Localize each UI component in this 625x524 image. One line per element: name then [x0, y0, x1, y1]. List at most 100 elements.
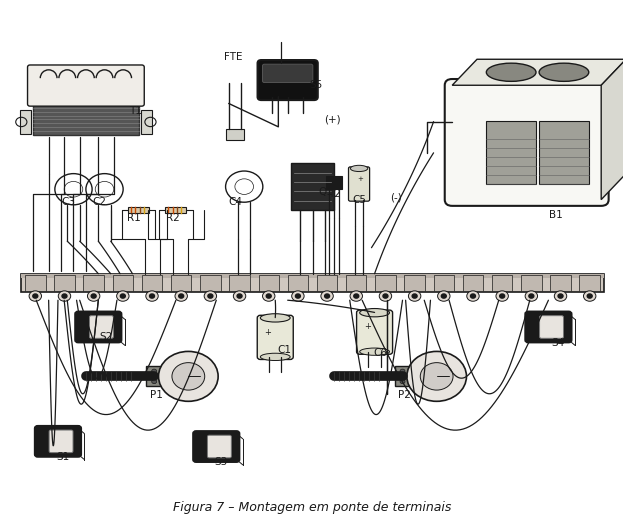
Bar — [229, 275, 250, 291]
Bar — [550, 275, 571, 291]
Bar — [142, 275, 162, 291]
Text: Q1: Q1 — [319, 187, 334, 197]
Circle shape — [588, 294, 592, 298]
Circle shape — [121, 294, 126, 298]
Text: C3: C3 — [61, 197, 76, 207]
FancyBboxPatch shape — [89, 315, 113, 339]
Circle shape — [233, 291, 246, 301]
Circle shape — [237, 294, 242, 298]
Text: (+): (+) — [324, 114, 341, 124]
Text: +: + — [357, 176, 363, 182]
Circle shape — [558, 294, 563, 298]
Bar — [166, 206, 186, 213]
Bar — [146, 366, 162, 386]
Circle shape — [383, 294, 388, 298]
Bar — [326, 176, 342, 189]
Circle shape — [324, 294, 329, 298]
Text: R2: R2 — [166, 213, 180, 223]
Ellipse shape — [351, 165, 368, 171]
Circle shape — [62, 294, 67, 298]
Circle shape — [408, 291, 421, 301]
Polygon shape — [601, 59, 625, 200]
Bar — [128, 206, 149, 213]
Bar — [112, 275, 133, 291]
FancyBboxPatch shape — [539, 315, 564, 339]
Text: +: + — [264, 328, 271, 337]
Circle shape — [117, 291, 129, 301]
FancyBboxPatch shape — [357, 310, 392, 354]
Ellipse shape — [539, 63, 589, 81]
Circle shape — [29, 291, 41, 301]
Circle shape — [412, 294, 417, 298]
FancyBboxPatch shape — [49, 430, 73, 453]
Text: T1: T1 — [129, 106, 142, 116]
Circle shape — [58, 291, 71, 301]
Bar — [54, 275, 75, 291]
Circle shape — [262, 291, 275, 301]
Text: P1: P1 — [149, 389, 162, 400]
Circle shape — [525, 291, 538, 301]
Bar — [33, 104, 139, 135]
Circle shape — [296, 294, 301, 298]
Circle shape — [441, 294, 446, 298]
FancyBboxPatch shape — [445, 79, 609, 206]
Text: +: + — [364, 322, 371, 332]
Circle shape — [152, 369, 157, 373]
Text: S2: S2 — [100, 332, 113, 342]
Bar — [288, 275, 308, 291]
Bar — [434, 275, 454, 291]
Bar — [539, 121, 589, 184]
Circle shape — [350, 291, 362, 301]
Ellipse shape — [261, 353, 290, 361]
Circle shape — [204, 291, 217, 301]
Circle shape — [471, 294, 476, 298]
Bar — [346, 275, 366, 291]
FancyBboxPatch shape — [28, 65, 144, 106]
Circle shape — [146, 291, 158, 301]
Circle shape — [321, 291, 333, 301]
FancyBboxPatch shape — [349, 167, 369, 201]
Circle shape — [400, 379, 405, 384]
Circle shape — [400, 369, 405, 373]
FancyBboxPatch shape — [208, 435, 231, 458]
Circle shape — [172, 363, 205, 390]
Circle shape — [354, 294, 359, 298]
Bar — [579, 275, 600, 291]
Circle shape — [266, 294, 271, 298]
Bar — [21, 274, 604, 278]
Bar — [25, 275, 46, 291]
Bar — [317, 275, 338, 291]
Bar — [492, 275, 512, 291]
FancyBboxPatch shape — [525, 311, 572, 343]
Ellipse shape — [359, 309, 389, 317]
Circle shape — [33, 294, 38, 298]
Circle shape — [159, 352, 218, 401]
Text: S3: S3 — [214, 457, 228, 467]
Bar — [171, 275, 191, 291]
Circle shape — [438, 291, 450, 301]
Bar — [291, 163, 334, 210]
Circle shape — [420, 363, 453, 390]
Text: S1: S1 — [56, 452, 69, 462]
Text: Figura 7 – Montagem em ponte de terminais: Figura 7 – Montagem em ponte de terminai… — [173, 501, 452, 514]
Text: C5: C5 — [352, 194, 366, 204]
Bar — [259, 275, 279, 291]
Text: S4: S4 — [551, 337, 564, 347]
Circle shape — [496, 291, 508, 301]
Bar — [404, 275, 425, 291]
FancyBboxPatch shape — [258, 315, 293, 359]
Circle shape — [91, 294, 96, 298]
FancyBboxPatch shape — [262, 64, 312, 82]
Text: FTE: FTE — [224, 52, 243, 62]
Text: C2: C2 — [92, 197, 106, 207]
Circle shape — [88, 291, 100, 301]
Bar — [395, 366, 410, 386]
Bar — [462, 275, 483, 291]
Text: (-): (-) — [391, 192, 402, 202]
Ellipse shape — [486, 63, 536, 81]
Circle shape — [152, 379, 157, 384]
FancyBboxPatch shape — [193, 431, 239, 462]
Circle shape — [584, 291, 596, 301]
FancyBboxPatch shape — [34, 425, 81, 457]
Text: C4: C4 — [228, 197, 242, 207]
